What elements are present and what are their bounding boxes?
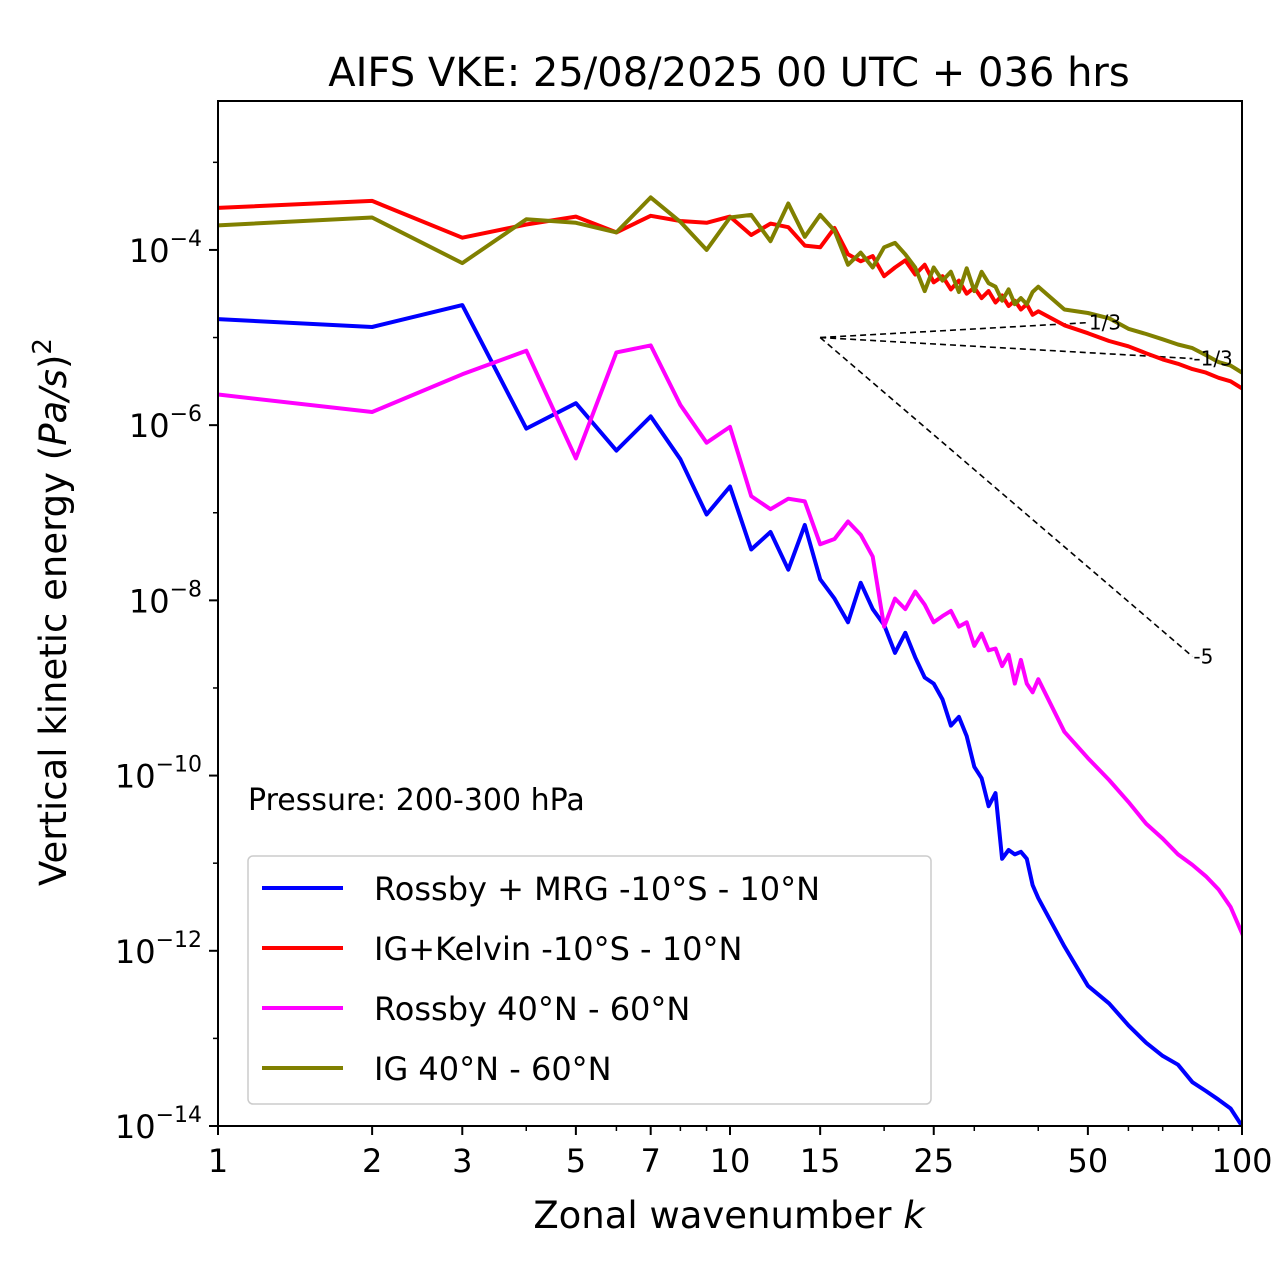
slope-line-2 [820,336,1193,360]
legend-label-2: IG+Kelvin -10°S - 10°N [374,930,742,968]
pressure-annotation: Pressure: 200-300 hPa [248,783,585,818]
legend-label-4: IG 40°N - 60°N [374,1050,612,1088]
x-tick-label: 25 [913,1142,954,1180]
x-axis-ticks: 1 2 3 5 7 10 15 25 50 100 [208,1126,1273,1180]
y-tick-label: 10−14 [115,1103,202,1146]
y-axis-label: Vertical kinetic energy (Pa/s)2 [28,338,75,886]
y-tick-label: 10−10 [115,753,202,796]
x-tick-label: 2 [362,1142,382,1180]
x-tick-label: 1 [208,1142,228,1180]
x-tick-label: 10 [710,1142,751,1180]
x-tick-label: 7 [641,1142,661,1180]
slope-label-2: -1/3 [1193,347,1232,371]
y-tick-label: 10−4 [129,227,202,270]
series-line-2 [218,198,1242,391]
legend-frame [247,855,932,1105]
x-tick-label: 100 [1211,1142,1272,1180]
plot-area: 1/3 -1/3 -5 [218,195,1242,1126]
series-line-3 [218,343,1242,936]
x-tick-label: 3 [452,1142,472,1180]
slope-line-1 [820,321,1088,339]
x-tick-label: 50 [1068,1142,1109,1180]
series-line-1 [218,303,1242,1126]
y-tick-label: 10−8 [129,577,202,620]
slope-label-1: 1/3 [1089,311,1121,335]
y-tick-label: 10−12 [115,928,202,971]
chart-title: AIFS VKE: 25/08/2025 00 UTC + 036 hrs [328,50,1129,96]
slope-label-3: -5 [1193,644,1213,668]
x-axis-label: Zonal wavenumber k [533,1194,926,1237]
slope-line-3 [819,336,1193,658]
legend: Rossby + MRG -10°S - 10°N IG+Kelvin -10°S… [247,855,932,1105]
legend-label-1: Rossby + MRG -10°S - 10°N [374,870,820,908]
y-axis-ticks: 10−4 10−6 10−8 10−10 10−12 10−14 [115,161,218,1146]
series-line-4 [218,195,1242,375]
legend-label-3: Rossby 40°N - 60°N [374,990,690,1028]
x-tick-label: 15 [800,1142,841,1180]
axes-frame [217,100,1243,1127]
y-tick-label: 10−6 [129,402,202,445]
x-tick-label: 5 [566,1142,586,1180]
